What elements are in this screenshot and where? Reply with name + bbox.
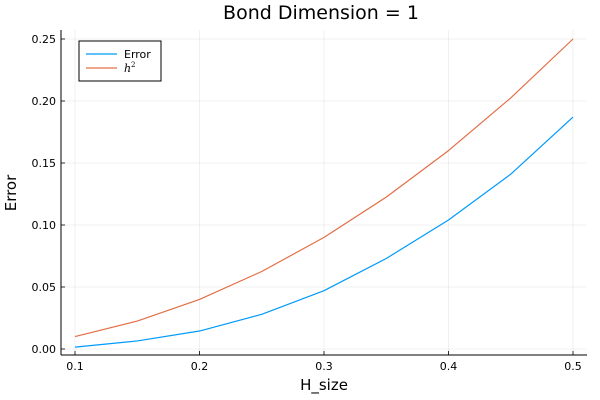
- y-tick-label: 0.00: [32, 343, 57, 356]
- x-tick-labels: 0.1 0.2 0.3 0.4 0.5: [66, 360, 582, 373]
- y-tick-label: 0.20: [32, 95, 57, 108]
- chart-title: Bond Dimension = 1: [223, 2, 419, 24]
- legend-label-h-squared: h: [124, 62, 131, 75]
- series-line-h-squared: [74, 38, 574, 338]
- y-tick-labels: 0.00 0.05 0.10 0.15 0.20 0.25: [32, 33, 57, 356]
- grid-lines: [61, 30, 587, 355]
- series-lines: [74, 38, 574, 348]
- axes: [60, 30, 587, 356]
- x-tick-label: 0.4: [440, 360, 458, 373]
- legend: Error h 2: [78, 40, 162, 82]
- x-tick-label: 0.5: [564, 360, 582, 373]
- x-axis-title: H_size: [300, 376, 348, 395]
- y-tick-label: 0.05: [32, 281, 57, 294]
- y-tick-label: 0.10: [32, 219, 57, 232]
- y-axis-title: Error: [2, 174, 20, 211]
- x-tick-label: 0.1: [66, 360, 84, 373]
- legend-label-error: Error: [124, 48, 151, 61]
- y-tick-label: 0.15: [32, 157, 57, 170]
- series-line-error: [74, 116, 574, 348]
- x-tick-label: 0.3: [315, 360, 333, 373]
- y-tick-label: 0.25: [32, 33, 57, 46]
- legend-label-h-squared-exponent: 2: [131, 61, 135, 69]
- legend-box: [78, 40, 162, 82]
- x-tick-label: 0.2: [191, 360, 209, 373]
